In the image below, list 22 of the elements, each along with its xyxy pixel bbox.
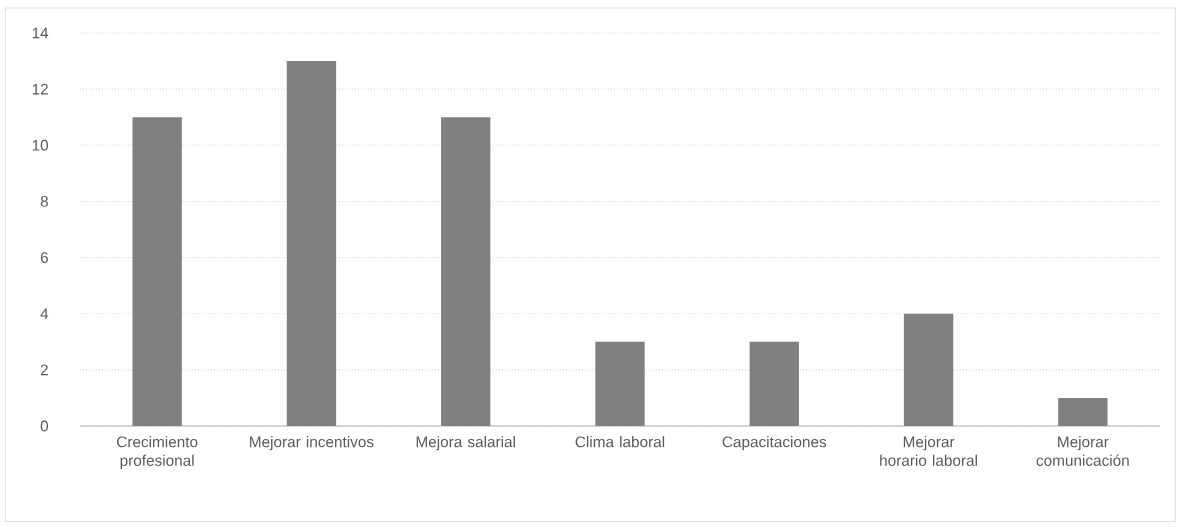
bar <box>595 341 645 426</box>
x-tick-label: Mejorar comunicación <box>1036 436 1129 466</box>
y-tick-label: 8 <box>40 195 48 207</box>
x-tick-label: Mejora salarial <box>416 436 515 451</box>
bar <box>1058 397 1108 426</box>
x-tick-label: Crecimiento profesional <box>117 436 198 469</box>
x-tick-label: Clima laboral <box>575 436 665 448</box>
y-tick-label: 12 <box>32 83 48 95</box>
y-tick-label: 0 <box>40 420 49 432</box>
x-tick-label: Mejorar horario laboral <box>880 436 977 466</box>
bar <box>286 61 337 426</box>
y-tick-label: 6 <box>40 252 48 263</box>
x-tick-label: Capacitaciones <box>722 436 827 451</box>
bar <box>749 341 799 426</box>
bar <box>903 313 954 426</box>
x-tick-label: Mejorar incentivos <box>250 436 374 451</box>
bar <box>441 117 491 426</box>
bar <box>132 117 182 426</box>
y-tick-label: 2 <box>40 364 48 376</box>
y-tick-label: 10 <box>32 139 49 151</box>
y-tick-label: 4 <box>40 308 49 319</box>
y-tick-label: 14 <box>32 27 49 39</box>
